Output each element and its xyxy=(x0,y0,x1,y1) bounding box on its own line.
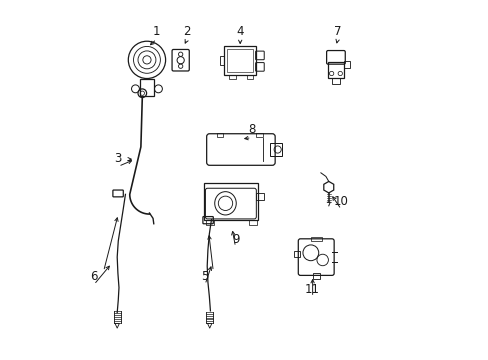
Text: 2: 2 xyxy=(183,25,190,38)
Text: 7: 7 xyxy=(333,25,341,38)
Text: 4: 4 xyxy=(236,25,244,38)
Text: 6: 6 xyxy=(90,270,98,283)
Text: 10: 10 xyxy=(333,195,348,208)
Text: 8: 8 xyxy=(247,123,255,136)
Text: 11: 11 xyxy=(305,283,320,296)
Text: 1: 1 xyxy=(153,25,160,38)
Text: 9: 9 xyxy=(231,233,239,246)
Text: 5: 5 xyxy=(201,270,208,283)
Text: 3: 3 xyxy=(114,152,122,165)
